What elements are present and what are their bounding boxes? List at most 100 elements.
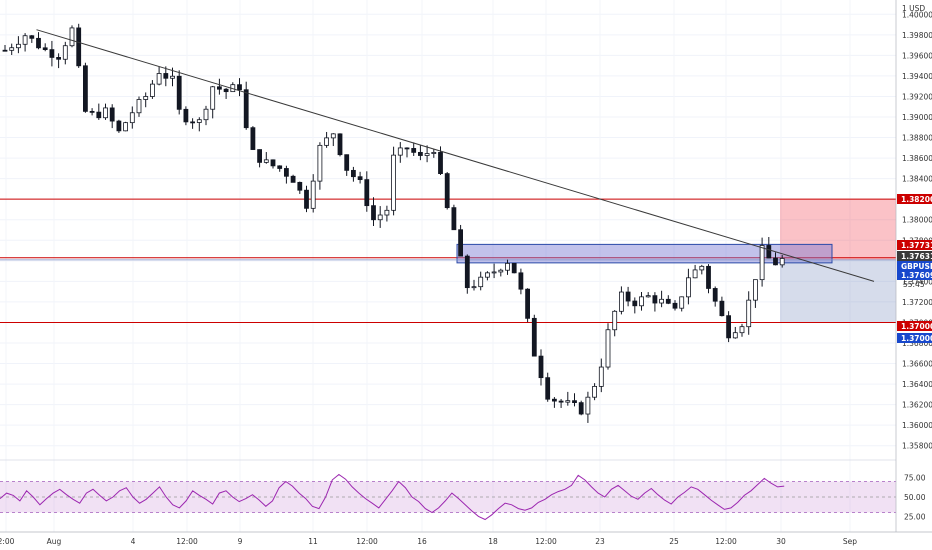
candle bbox=[652, 292, 658, 312]
candle bbox=[578, 400, 584, 416]
candle bbox=[29, 35, 35, 43]
price-tick-label: 1.38400 bbox=[902, 175, 932, 184]
candle bbox=[498, 268, 504, 277]
candle bbox=[250, 126, 256, 150]
time-tick-label: 12:00 bbox=[356, 537, 378, 546]
candle bbox=[270, 159, 276, 169]
candle bbox=[511, 262, 517, 274]
candle bbox=[665, 295, 671, 305]
time-tick-label: 12:00 bbox=[535, 537, 557, 546]
candle bbox=[592, 383, 597, 401]
candle bbox=[558, 398, 564, 408]
time-tick-label: 12:00 bbox=[176, 537, 198, 546]
candle bbox=[692, 264, 698, 279]
candle bbox=[686, 268, 691, 305]
price-tick-label: 1.38600 bbox=[902, 154, 932, 163]
currency-label[interactable]: 1 USD bbox=[902, 4, 925, 13]
svg-text:1.37731: 1.37731 bbox=[901, 241, 932, 250]
candle bbox=[283, 165, 289, 184]
candle bbox=[719, 296, 725, 317]
supply-zone-rectangle[interactable] bbox=[456, 243, 833, 264]
candle bbox=[330, 133, 336, 147]
candle bbox=[9, 43, 15, 56]
price-tick-label: 1.38800 bbox=[902, 134, 932, 143]
candle bbox=[726, 311, 731, 343]
time-tick-label: 30 bbox=[776, 537, 786, 546]
candle bbox=[371, 197, 376, 227]
candle bbox=[598, 358, 604, 393]
price-tick-label: 1.37200 bbox=[902, 298, 932, 307]
candle bbox=[619, 286, 624, 315]
candle bbox=[190, 118, 196, 129]
candle bbox=[444, 172, 450, 210]
price-tag: 1.37000 bbox=[897, 321, 932, 331]
candle bbox=[679, 296, 685, 312]
time-tick-label: Sep bbox=[843, 537, 857, 546]
candle bbox=[706, 264, 711, 294]
price-tag: 1.37609 bbox=[897, 270, 932, 280]
candle bbox=[424, 145, 430, 163]
descending-trendline[interactable] bbox=[36, 29, 875, 282]
candle bbox=[149, 80, 155, 99]
candle bbox=[612, 310, 618, 337]
candle bbox=[350, 166, 356, 182]
candle bbox=[458, 224, 464, 257]
candle bbox=[243, 81, 249, 130]
candle bbox=[632, 297, 638, 314]
stop-loss-zone[interactable] bbox=[780, 199, 896, 260]
candle bbox=[49, 40, 55, 67]
price-tag: 1.38200 bbox=[897, 194, 932, 204]
candle bbox=[397, 142, 403, 163]
price-tick-label: 1.38000 bbox=[902, 216, 932, 225]
candle bbox=[645, 292, 651, 298]
candle bbox=[639, 291, 644, 311]
price-tick-label: 1.40000 bbox=[902, 10, 932, 19]
candle bbox=[216, 78, 222, 95]
candle bbox=[779, 255, 785, 268]
candle bbox=[2, 45, 8, 52]
svg-text:1.37609: 1.37609 bbox=[901, 271, 932, 280]
candle bbox=[585, 391, 591, 423]
rsi-axis-ticks: 75.00 50.00 25.00 bbox=[904, 474, 926, 522]
candle bbox=[237, 78, 242, 97]
candle bbox=[42, 43, 48, 52]
candle bbox=[136, 96, 142, 117]
price-axis-tags: 1.38200 1.37731 1.37631GBPUSD1.37609 1.3700… bbox=[897, 194, 932, 343]
price-tag: 1.37000 bbox=[897, 333, 932, 343]
candle bbox=[196, 117, 202, 132]
candle bbox=[773, 252, 778, 266]
time-axis-background[interactable] bbox=[0, 532, 932, 550]
time-tick-label: 9 bbox=[238, 537, 243, 546]
price-tick-label: 1.36800 bbox=[902, 339, 932, 348]
candle bbox=[746, 291, 752, 335]
candle bbox=[76, 23, 82, 68]
candle bbox=[36, 32, 41, 50]
candle bbox=[156, 66, 162, 86]
candle bbox=[699, 264, 705, 275]
candle bbox=[304, 185, 309, 213]
candle bbox=[545, 372, 551, 402]
price-tick-label: 1.36400 bbox=[902, 380, 932, 389]
take-profit-zone[interactable] bbox=[780, 259, 896, 323]
candle bbox=[377, 206, 383, 228]
candle bbox=[739, 323, 745, 337]
candle bbox=[391, 146, 397, 216]
time-tick-label: 11 bbox=[308, 537, 318, 546]
candle bbox=[478, 271, 484, 291]
svg-text:1.37000: 1.37000 bbox=[901, 334, 932, 343]
candle bbox=[89, 108, 95, 116]
candle bbox=[163, 66, 169, 87]
candlestick-series bbox=[2, 23, 785, 423]
rsi-tick-label: 75.00 bbox=[904, 474, 926, 483]
main-grid bbox=[0, 0, 896, 532]
candle bbox=[471, 279, 477, 291]
price-tick-label: 1.39000 bbox=[902, 113, 932, 122]
rsi-tick-label: 50.00 bbox=[904, 493, 926, 502]
candle bbox=[344, 154, 350, 176]
price-tick-label: 1.39800 bbox=[902, 31, 932, 40]
candle bbox=[62, 41, 68, 65]
candle bbox=[223, 88, 229, 99]
price-tag: GBPUSD bbox=[897, 261, 932, 271]
candle bbox=[672, 300, 678, 311]
